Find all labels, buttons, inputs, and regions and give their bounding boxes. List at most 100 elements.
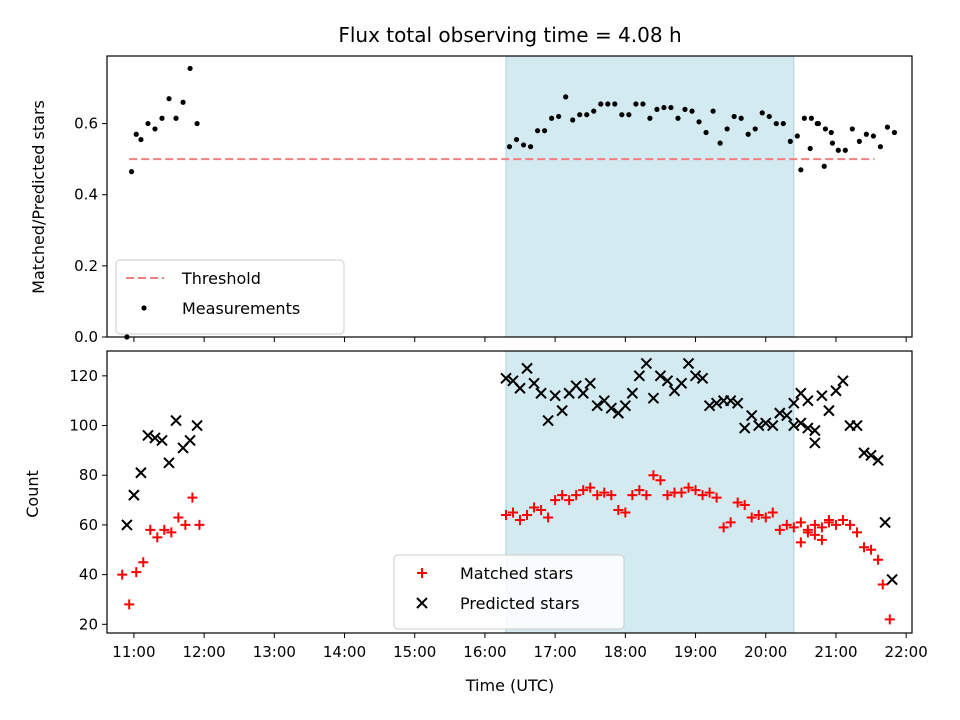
y-axis-label-count: Count <box>23 470 42 518</box>
matched-stars-point <box>852 527 863 538</box>
x-axis-label: Time (UTC) <box>465 676 554 695</box>
predicted-stars-point <box>142 429 154 442</box>
y-tick-label: 0.2 <box>74 257 98 275</box>
matched-stars-point <box>859 542 870 553</box>
legend: Matched stars Predicted stars <box>393 554 625 630</box>
matched-stars-point <box>662 490 673 501</box>
measurement-point <box>549 115 555 121</box>
predicted-stars-point <box>647 392 660 404</box>
measurement-point <box>801 115 807 121</box>
x-tick-label: 17:00 <box>534 643 577 661</box>
predicted-stars-point <box>661 375 674 387</box>
matched-stars-point <box>571 490 582 501</box>
measurement-point <box>752 126 758 132</box>
predicted-stars-point <box>802 422 814 434</box>
measurement-point <box>689 108 695 114</box>
matched-stars-point <box>641 490 652 501</box>
legend-label: Matched stars <box>460 564 573 583</box>
legend-predicted-swatch <box>416 597 428 609</box>
matched-stars-point <box>138 557 149 568</box>
measurement-point <box>798 167 804 173</box>
predicted-stars-point <box>767 419 779 432</box>
predicted-stars-point <box>163 457 175 469</box>
predicted-stars-point <box>528 377 540 390</box>
predicted-stars-point <box>823 404 835 417</box>
measurement-point <box>724 126 730 132</box>
y-tick-label: 0.4 <box>74 186 98 204</box>
predicted-stars-point <box>535 387 547 399</box>
predicted-stars-point <box>605 402 618 414</box>
x-tick-label: 14:00 <box>323 643 366 661</box>
measurement-point <box>808 115 814 121</box>
measurement-point <box>891 129 898 136</box>
matched-stars-point <box>809 529 820 540</box>
legend-label: Threshold <box>181 269 261 288</box>
matched-stars-point <box>152 532 163 543</box>
matched-stars-point <box>585 482 596 493</box>
measurement-point <box>668 104 674 111</box>
predicted-stars-point <box>830 385 842 397</box>
measurement-point <box>773 120 779 127</box>
measurement-point <box>173 115 179 121</box>
observing-span-0 <box>505 55 795 338</box>
measurement-point <box>787 138 793 144</box>
predicted-stars-point <box>858 447 870 459</box>
measurement-point <box>849 126 855 132</box>
measurement-point <box>835 147 841 153</box>
predicted-stars-point <box>542 414 554 427</box>
measurement-point <box>166 96 172 102</box>
matched-stars-point <box>697 490 708 501</box>
measurement-point <box>675 115 681 121</box>
measurement-point <box>506 144 513 150</box>
matched-stars-point <box>620 507 631 518</box>
x-tick-label: 12:00 <box>182 643 225 661</box>
matched-stars-point <box>704 487 715 498</box>
measurement-point <box>877 144 884 150</box>
predicted-stars-point <box>760 417 772 429</box>
x-tick-label: 16:00 <box>463 643 506 661</box>
measurement-point <box>828 129 834 136</box>
x-tick-label: 15:00 <box>393 643 436 661</box>
measurement-point <box>584 112 590 118</box>
matched-stars-point <box>655 475 666 486</box>
predicted-stars-point <box>128 489 140 501</box>
matched-stars-point <box>816 534 827 545</box>
legend-measurement-swatch <box>141 305 147 311</box>
matched-stars-point <box>194 519 205 530</box>
predicted-stars-point <box>619 399 632 412</box>
matched-stars-point <box>795 517 806 528</box>
legend-label: Measurements <box>182 299 300 318</box>
measurement-point <box>577 112 583 118</box>
matched-stars-point <box>739 500 750 511</box>
predicted-stars-point <box>703 399 716 412</box>
measurement-point <box>145 120 151 127</box>
measurement-point <box>703 129 709 136</box>
predicted-stars-point <box>135 467 147 479</box>
matched-stars-point <box>648 470 659 481</box>
measurement-point <box>696 119 702 125</box>
measurement-point <box>180 99 186 105</box>
predicted-stars-point <box>872 454 884 467</box>
matched-stars-point <box>873 554 884 565</box>
matched-stars-point <box>508 507 519 518</box>
predicted-stars-point <box>886 573 898 586</box>
matched-stars-point <box>550 495 561 506</box>
measurement-point <box>766 113 772 120</box>
predicted-stars-point <box>500 372 512 385</box>
predicted-stars-point <box>710 397 723 409</box>
measurement-point <box>710 108 716 114</box>
measurement-point <box>807 145 813 152</box>
y-tick-label: 80 <box>79 466 98 484</box>
matched-stars-point <box>711 492 722 503</box>
x-tick-label: 20:00 <box>744 643 787 661</box>
measurement-point <box>534 128 541 134</box>
y-tick-label: 40 <box>79 566 98 584</box>
matched-stars-point <box>606 490 617 501</box>
matched-stars-point <box>180 519 191 530</box>
predicted-stars-point <box>802 394 814 407</box>
predicted-stars-point <box>626 387 639 399</box>
measurement-point <box>794 133 800 139</box>
axes-frame <box>106 350 913 634</box>
measurement-point <box>570 117 576 123</box>
legend: Threshold Measurements <box>115 259 345 335</box>
